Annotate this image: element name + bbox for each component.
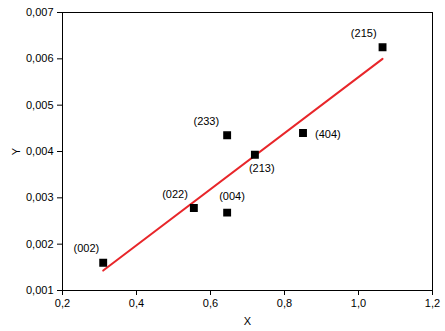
svg-text:(404): (404) xyxy=(315,128,341,140)
svg-text:(002): (002) xyxy=(74,242,100,254)
svg-text:(215): (215) xyxy=(351,27,377,39)
svg-text:0,001: 0,001 xyxy=(26,284,54,296)
svg-text:0,6: 0,6 xyxy=(203,297,218,309)
svg-text:0,2: 0,2 xyxy=(55,297,70,309)
svg-text:0,4: 0,4 xyxy=(129,297,144,309)
svg-text:Y: Y xyxy=(10,147,22,155)
svg-text:0,005: 0,005 xyxy=(26,99,54,111)
svg-text:0,003: 0,003 xyxy=(26,191,54,203)
svg-text:1,0: 1,0 xyxy=(351,297,366,309)
svg-text:0,002: 0,002 xyxy=(26,238,54,250)
svg-text:0,8: 0,8 xyxy=(277,297,292,309)
svg-text:X: X xyxy=(244,315,252,327)
svg-text:(022): (022) xyxy=(162,188,188,200)
svg-text:1,2: 1,2 xyxy=(425,297,440,309)
svg-text:0,007: 0,007 xyxy=(26,6,54,18)
svg-text:0,004: 0,004 xyxy=(26,145,54,157)
svg-text:(004): (004) xyxy=(219,190,245,202)
svg-text:0,006: 0,006 xyxy=(26,52,54,64)
svg-text:(233): (233) xyxy=(193,115,219,127)
svg-text:(213): (213) xyxy=(249,162,275,174)
